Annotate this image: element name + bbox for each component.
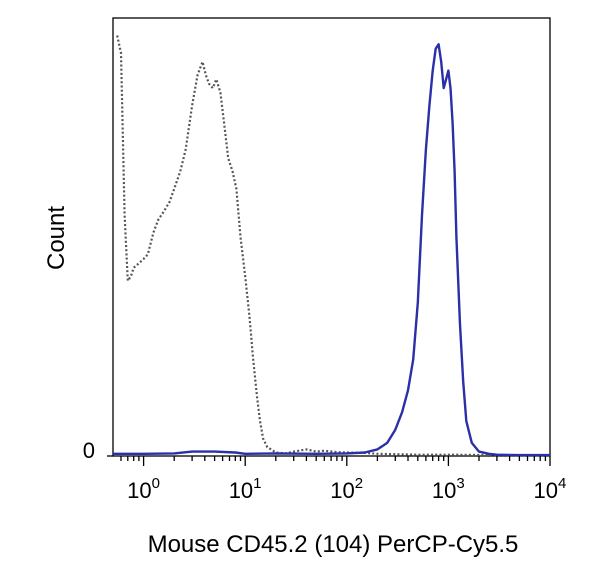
y-tick-label: 0 [83, 438, 95, 463]
y-axis-label: Count [43, 206, 70, 270]
x-tick-label: 100 [127, 475, 160, 503]
series-line-dotted [116, 35, 550, 457]
plot-frame [112, 17, 551, 457]
x-tick-label: 102 [330, 475, 363, 503]
x-tick-label: 104 [534, 475, 567, 503]
x-tick-label: 103 [432, 475, 465, 503]
x-tick-label: 101 [229, 475, 262, 503]
x-axis-label: Mouse CD45.2 (104) PerCP-Cy5.5 [148, 531, 519, 558]
x-axis-ticks: 100 101 102 103 104 [120, 456, 567, 503]
series-layer [113, 35, 550, 457]
y-axis-ticks: 0 [83, 438, 113, 463]
series-line-solid [113, 43, 550, 457]
